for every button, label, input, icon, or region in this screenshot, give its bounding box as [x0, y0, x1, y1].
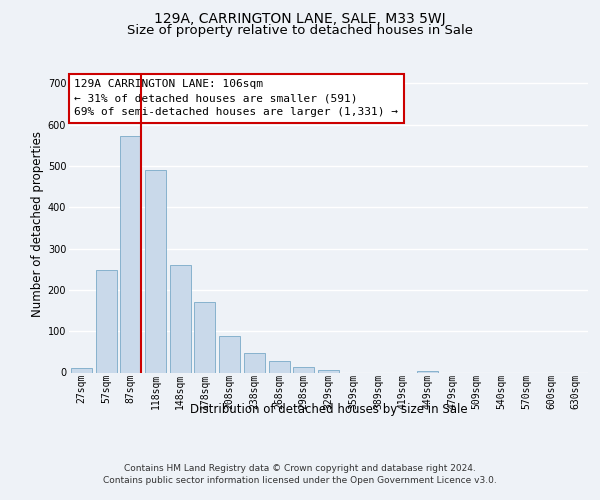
Text: Contains public sector information licensed under the Open Government Licence v3: Contains public sector information licen… — [103, 476, 497, 485]
Bar — [95, 270, 116, 372]
Text: Size of property relative to detached houses in Sale: Size of property relative to detached ho… — [127, 24, 473, 37]
Bar — [120, 136, 141, 372]
Bar — [269, 362, 290, 372]
Bar — [244, 353, 265, 372]
Text: Contains HM Land Registry data © Crown copyright and database right 2024.: Contains HM Land Registry data © Crown c… — [124, 464, 476, 473]
Bar — [318, 370, 339, 372]
Y-axis label: Number of detached properties: Number of detached properties — [31, 130, 44, 317]
Text: Distribution of detached houses by size in Sale: Distribution of detached houses by size … — [190, 402, 467, 415]
Text: 129A, CARRINGTON LANE, SALE, M33 5WJ: 129A, CARRINGTON LANE, SALE, M33 5WJ — [154, 12, 446, 26]
Bar — [145, 170, 166, 372]
Bar — [219, 336, 240, 372]
Bar — [194, 302, 215, 372]
Bar — [293, 367, 314, 372]
Bar — [71, 368, 92, 372]
Bar — [170, 265, 191, 372]
Text: 129A CARRINGTON LANE: 106sqm
← 31% of detached houses are smaller (591)
69% of s: 129A CARRINGTON LANE: 106sqm ← 31% of de… — [74, 80, 398, 118]
